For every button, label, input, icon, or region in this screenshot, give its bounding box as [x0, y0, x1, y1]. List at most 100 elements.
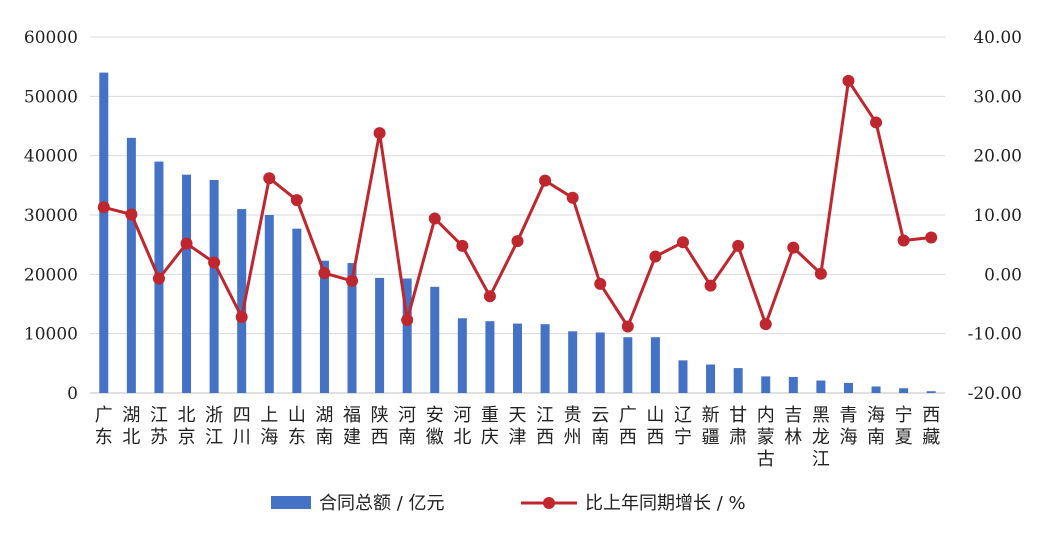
right-tick-label: 30.00	[973, 87, 1022, 107]
bar	[319, 260, 329, 393]
legend-line-marker	[543, 497, 555, 509]
left-tick-label: 30000	[24, 206, 78, 226]
bar	[375, 277, 385, 393]
bar	[678, 360, 688, 393]
category-label: 内蒙古	[757, 405, 775, 470]
gridlines	[90, 36, 945, 394]
category-label: 山东	[288, 405, 306, 448]
legend-bar-label: 合同总额 / 亿元	[319, 493, 445, 514]
line-marker	[125, 208, 138, 221]
category-label: 广西	[619, 405, 637, 448]
line-marker	[539, 174, 552, 187]
category-label: 安徽	[426, 405, 444, 448]
line-marker	[649, 250, 662, 263]
category-label: 陕西	[371, 405, 389, 448]
line-series	[97, 74, 938, 333]
bar	[347, 263, 357, 393]
category-label: 湖南	[315, 405, 333, 448]
bar	[706, 364, 716, 393]
line-marker	[152, 272, 165, 285]
right-tick-label: 20.00	[973, 147, 1022, 167]
bar	[237, 209, 247, 393]
bar	[457, 318, 467, 393]
left-tick-label: 40000	[24, 147, 78, 167]
line-marker	[483, 290, 496, 303]
category-label: 甘肃	[729, 405, 747, 448]
bar	[540, 324, 550, 393]
line-marker	[318, 267, 331, 280]
line-marker	[511, 235, 524, 248]
bar	[292, 228, 302, 393]
line-marker	[373, 127, 386, 140]
bar	[843, 382, 853, 393]
right-tick-label: 10.00	[973, 206, 1022, 226]
left-axis-ticks: 0 10000 20000 30000 40000 50000 60000	[24, 28, 78, 404]
left-tick-label: 60000	[24, 28, 78, 48]
bar	[871, 386, 881, 393]
right-axis-ticks: -20.00 -10.00 0.00 10.00 20.00 30.00 40.00	[968, 28, 1022, 404]
bar	[513, 323, 522, 393]
bar	[99, 72, 109, 393]
legend-bar-swatch	[271, 496, 311, 509]
bar	[650, 337, 660, 393]
line-marker	[346, 274, 359, 287]
category-label: 重庆	[481, 405, 499, 448]
category-label: 湖北	[122, 405, 140, 448]
line-marker	[428, 212, 441, 225]
category-label: 云南	[591, 405, 609, 448]
category-label: 天津	[509, 405, 527, 448]
category-label: 江苏	[150, 405, 168, 448]
category-label: 贵州	[564, 405, 582, 448]
category-label: 辽宁	[674, 405, 692, 448]
bar	[430, 286, 440, 393]
line-marker	[97, 201, 110, 214]
category-label: 新疆	[702, 405, 720, 448]
line-marker	[732, 239, 745, 252]
category-label: 北京	[178, 405, 196, 448]
legend: 合同总额 / 亿元 比上年同期增长 / %	[271, 493, 746, 514]
category-label: 上海	[260, 405, 278, 448]
bar	[126, 137, 136, 393]
line-marker	[676, 236, 689, 249]
right-tick-label: 0.00	[984, 265, 1022, 285]
bar	[485, 321, 495, 393]
line-marker	[621, 320, 634, 333]
line-marker	[401, 314, 414, 327]
category-label: 浙江	[205, 405, 223, 448]
category-label: 福建	[343, 405, 361, 448]
left-tick-label: 0	[67, 384, 78, 404]
category-label: 西藏	[922, 405, 940, 448]
bar	[926, 391, 936, 393]
category-label: 宁夏	[895, 405, 913, 448]
line-marker	[180, 237, 193, 250]
line-marker	[897, 234, 910, 247]
category-label: 河北	[453, 405, 471, 448]
category-label: 河南	[398, 405, 416, 448]
line-marker	[566, 191, 579, 204]
right-tick-label: -10.00	[968, 325, 1022, 345]
growth-line	[103, 79, 932, 328]
bar	[623, 337, 633, 393]
bar	[816, 380, 826, 393]
line-marker	[759, 318, 772, 331]
category-label: 四川	[233, 405, 251, 448]
left-tick-label: 50000	[24, 87, 78, 107]
line-marker	[787, 241, 800, 254]
category-label: 黑龙江	[812, 405, 830, 470]
line-marker	[290, 194, 303, 207]
category-label: 江西	[536, 405, 554, 448]
line-marker	[594, 277, 607, 290]
line-marker	[704, 279, 717, 292]
bar	[182, 174, 192, 393]
bar-series	[99, 72, 936, 393]
line-marker	[263, 172, 276, 185]
legend-line-label: 比上年同期增长 / %	[585, 493, 746, 514]
bar	[899, 388, 909, 393]
bar	[761, 376, 771, 393]
left-tick-label: 20000	[24, 265, 78, 285]
line-marker	[456, 239, 469, 252]
category-label: 青海	[839, 405, 857, 448]
bar	[733, 368, 743, 393]
line-marker	[842, 74, 855, 87]
